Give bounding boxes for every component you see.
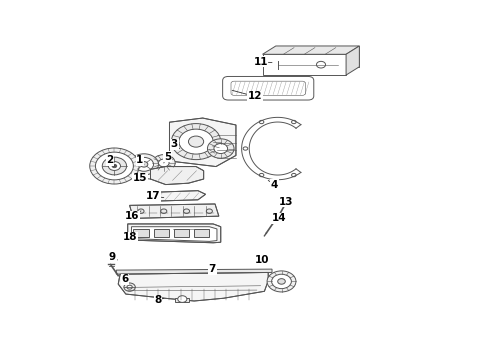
Circle shape: [259, 174, 264, 177]
Text: 17: 17: [146, 191, 164, 201]
Polygon shape: [153, 229, 169, 237]
Polygon shape: [133, 229, 148, 237]
Text: 15: 15: [133, 173, 150, 183]
Text: 8: 8: [154, 296, 164, 305]
FancyBboxPatch shape: [222, 76, 314, 100]
Polygon shape: [346, 46, 359, 75]
Circle shape: [292, 120, 296, 124]
Text: 7: 7: [209, 264, 216, 274]
Polygon shape: [276, 46, 359, 67]
Polygon shape: [194, 229, 209, 237]
Circle shape: [108, 162, 121, 170]
Text: 2: 2: [106, 155, 115, 166]
Circle shape: [138, 209, 144, 213]
Circle shape: [158, 159, 169, 167]
Circle shape: [102, 157, 126, 175]
Polygon shape: [131, 227, 217, 242]
Circle shape: [135, 157, 153, 171]
Polygon shape: [150, 167, 204, 185]
Circle shape: [172, 123, 220, 159]
Text: 4: 4: [268, 180, 278, 190]
Circle shape: [127, 285, 132, 289]
Text: 11: 11: [253, 57, 272, 67]
Text: 14: 14: [271, 213, 286, 224]
Circle shape: [179, 129, 213, 154]
Polygon shape: [118, 273, 268, 301]
Circle shape: [124, 283, 135, 291]
Text: 9: 9: [109, 252, 118, 262]
Circle shape: [189, 136, 204, 147]
Text: 6: 6: [122, 274, 129, 284]
Polygon shape: [175, 298, 189, 302]
Circle shape: [317, 61, 325, 68]
Polygon shape: [116, 269, 272, 274]
Circle shape: [206, 209, 212, 213]
FancyBboxPatch shape: [231, 81, 305, 95]
Circle shape: [214, 144, 227, 153]
Circle shape: [129, 154, 158, 175]
Text: 3: 3: [171, 139, 180, 149]
Text: 1: 1: [136, 155, 144, 165]
Text: 16: 16: [125, 211, 141, 221]
Polygon shape: [129, 204, 219, 219]
Circle shape: [292, 174, 296, 177]
Text: 10: 10: [255, 255, 270, 265]
Circle shape: [96, 152, 133, 180]
Circle shape: [184, 209, 190, 213]
Circle shape: [178, 296, 187, 302]
Circle shape: [267, 271, 296, 292]
Polygon shape: [263, 46, 359, 54]
Circle shape: [161, 209, 167, 213]
Text: 18: 18: [123, 232, 138, 242]
Circle shape: [271, 274, 292, 289]
Circle shape: [207, 139, 234, 158]
Circle shape: [243, 147, 248, 150]
Circle shape: [152, 155, 175, 171]
Text: 12: 12: [232, 90, 262, 102]
Circle shape: [259, 120, 264, 124]
Polygon shape: [128, 224, 220, 243]
Polygon shape: [152, 191, 206, 201]
Circle shape: [112, 164, 117, 168]
Text: 13: 13: [279, 197, 294, 207]
Circle shape: [90, 148, 139, 184]
Polygon shape: [173, 229, 189, 237]
Circle shape: [278, 279, 285, 284]
Polygon shape: [170, 118, 236, 167]
Circle shape: [140, 162, 148, 167]
Text: 5: 5: [164, 152, 171, 163]
Polygon shape: [263, 54, 346, 75]
